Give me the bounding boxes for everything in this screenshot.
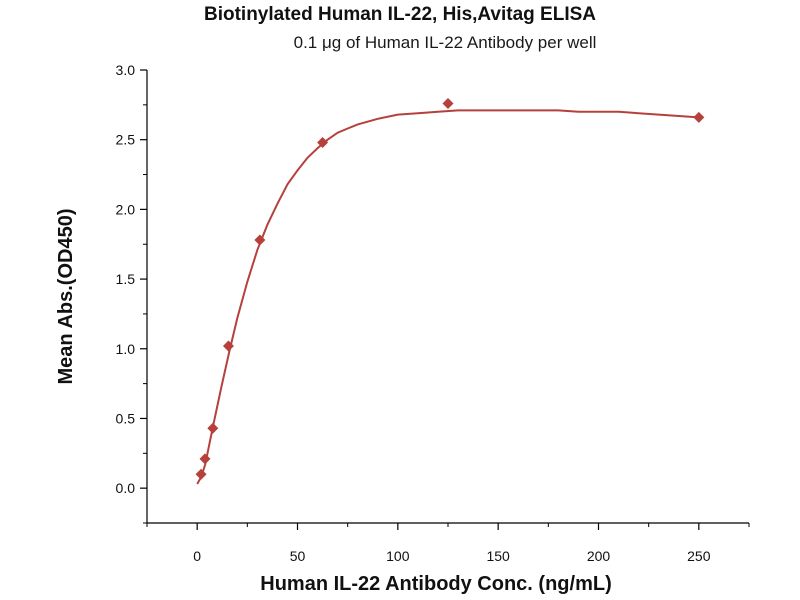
fit-curve bbox=[196, 109, 699, 485]
y-tick-label: 0.0 bbox=[116, 480, 136, 496]
x-tick-label: 250 bbox=[687, 548, 711, 564]
x-tick-label: 0 bbox=[193, 548, 201, 564]
data-point bbox=[199, 453, 211, 465]
data-point bbox=[317, 136, 329, 148]
chart-title: Biotinylated Human IL-22, His,Avitag ELI… bbox=[203, 4, 597, 25]
x-tick-label: 100 bbox=[386, 548, 410, 564]
data-point bbox=[195, 468, 207, 480]
data-point bbox=[207, 422, 219, 434]
x-tick-label: 200 bbox=[587, 548, 611, 564]
x-axis-title: Human IL-22 Antibody Conc. (ng/mL) bbox=[260, 573, 611, 595]
x-tick-label: 150 bbox=[486, 548, 510, 564]
y-tick-label: 2.0 bbox=[116, 201, 136, 217]
data-point bbox=[222, 340, 234, 352]
y-tick-label: 1.0 bbox=[116, 341, 136, 357]
y-tick-label: 2.5 bbox=[116, 132, 136, 148]
data-points bbox=[195, 97, 705, 480]
y-tick-label: 3.0 bbox=[116, 62, 136, 78]
x-axis-ticks: 0 50 100 150 200 250 bbox=[146, 523, 750, 564]
data-point bbox=[442, 97, 454, 109]
data-point bbox=[693, 111, 705, 123]
y-tick-label: 1.5 bbox=[116, 271, 136, 287]
y-axis-ticks: 0.0 0.5 1.0 1.5 2.0 2.5 3.0 bbox=[116, 62, 147, 524]
x-tick-label: 50 bbox=[290, 548, 306, 564]
chart-subtitle: 0.1 μg of Human IL-22 Antibody per well bbox=[293, 33, 597, 52]
y-tick-label: 0.5 bbox=[116, 410, 136, 426]
data-point bbox=[254, 234, 266, 246]
y-axis-title: Mean Abs.(OD450) bbox=[55, 209, 77, 385]
